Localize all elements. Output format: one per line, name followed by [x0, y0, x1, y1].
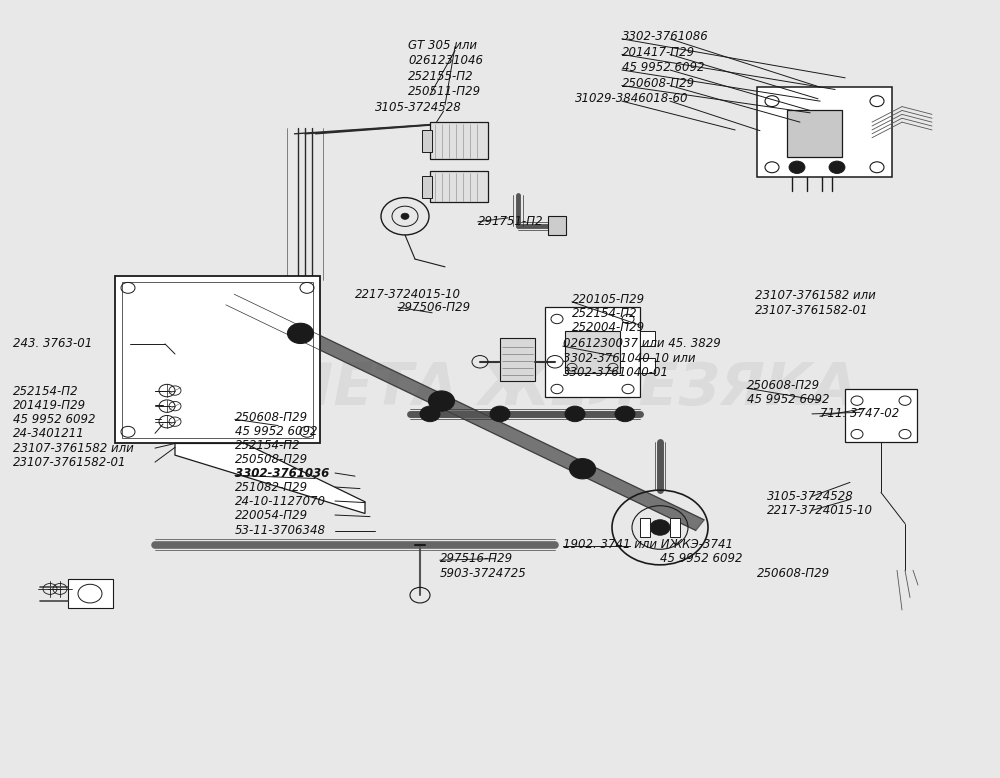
Text: 252155-П2: 252155-П2	[408, 70, 474, 82]
Bar	[548, 216, 566, 235]
Text: 5903-3724725: 5903-3724725	[440, 567, 527, 580]
Bar	[565, 331, 620, 373]
Text: 252154-П2: 252154-П2	[572, 307, 638, 320]
Circle shape	[570, 459, 596, 478]
Text: 250608-П29: 250608-П29	[757, 567, 830, 580]
Text: 23107-3761582-01: 23107-3761582-01	[13, 456, 126, 468]
Circle shape	[650, 520, 670, 535]
Bar	[430, 171, 488, 202]
Text: 45 9952 6092: 45 9952 6092	[747, 394, 830, 406]
Text: 297506-П29: 297506-П29	[398, 301, 471, 314]
Bar	[430, 122, 488, 159]
Text: 24-3401211: 24-3401211	[13, 427, 85, 440]
Text: 250508-П29: 250508-П29	[235, 453, 308, 465]
Polygon shape	[226, 294, 704, 531]
Text: 252004-П29: 252004-П29	[572, 321, 645, 334]
Text: 45 9952 6092: 45 9952 6092	[13, 413, 96, 426]
Text: 201419-П29: 201419-П29	[13, 399, 86, 412]
Text: GT 305 или: GT 305 или	[408, 39, 477, 51]
Text: 243. 3763-01: 243. 3763-01	[13, 338, 92, 350]
Text: 31029-3846018-60: 31029-3846018-60	[575, 93, 688, 105]
Text: 2217-3724015-10: 2217-3724015-10	[767, 504, 873, 517]
Text: 3302-3761036: 3302-3761036	[235, 467, 329, 479]
Text: 0261231046: 0261231046	[408, 54, 483, 67]
Circle shape	[789, 161, 805, 173]
Bar	[845, 389, 917, 442]
Bar	[500, 338, 535, 381]
Text: 250608-П29: 250608-П29	[235, 411, 308, 423]
Text: 24-10-1127070: 24-10-1127070	[235, 495, 326, 507]
Text: 252154-П2: 252154-П2	[235, 439, 301, 451]
Circle shape	[428, 391, 454, 411]
Text: 3302-3761040-10 или: 3302-3761040-10 или	[563, 352, 696, 365]
Bar	[757, 87, 892, 177]
Text: 711. 3747-02: 711. 3747-02	[820, 408, 899, 420]
Text: 291751-П2: 291751-П2	[478, 216, 544, 228]
Text: 220054-П29: 220054-П29	[235, 509, 308, 521]
Polygon shape	[175, 443, 365, 513]
Text: ПЛАНЕТА ЖЕЛЕЗЯКА: ПЛАНЕТА ЖЕЛЕЗЯКА	[142, 360, 858, 418]
Text: 250511-П29: 250511-П29	[408, 86, 481, 98]
Text: 23107-3761582 или: 23107-3761582 или	[13, 442, 134, 454]
Text: 45 9952 6092: 45 9952 6092	[235, 425, 318, 437]
Text: 23107-3761582 или: 23107-3761582 или	[755, 289, 876, 302]
Text: 1902. 3741 или ИЖКЭ-3741: 1902. 3741 или ИЖКЭ-3741	[563, 538, 733, 551]
Text: 297516-П29: 297516-П29	[440, 552, 513, 565]
Circle shape	[615, 406, 635, 422]
Text: 3105-3724528: 3105-3724528	[767, 490, 854, 503]
Text: 250608-П29: 250608-П29	[622, 77, 695, 89]
Circle shape	[401, 213, 409, 219]
Bar	[68, 579, 113, 608]
Text: 3302-3761086: 3302-3761086	[622, 30, 709, 43]
Circle shape	[288, 324, 314, 344]
Bar	[640, 331, 655, 346]
Bar	[787, 110, 842, 157]
Text: 23107-3761582-01: 23107-3761582-01	[755, 304, 868, 317]
Circle shape	[490, 406, 510, 422]
Text: 3105-3724528: 3105-3724528	[375, 101, 462, 114]
Bar	[640, 358, 655, 373]
Text: 251082-П29: 251082-П29	[235, 481, 308, 493]
Text: 250608-П29: 250608-П29	[747, 380, 820, 392]
Text: 2217-3724015-10: 2217-3724015-10	[355, 288, 461, 300]
Bar	[640, 518, 650, 537]
Circle shape	[420, 406, 440, 422]
Text: 201417-П29: 201417-П29	[622, 46, 695, 58]
Text: 3302-3761040-01: 3302-3761040-01	[563, 366, 669, 379]
Text: 220105-П29: 220105-П29	[572, 293, 645, 306]
Circle shape	[565, 406, 585, 422]
Bar	[422, 176, 432, 198]
Bar	[422, 130, 432, 152]
Bar	[670, 518, 680, 537]
Text: 252154-П2: 252154-П2	[13, 385, 79, 398]
Circle shape	[829, 161, 845, 173]
Text: 53-11-3706348: 53-11-3706348	[235, 524, 326, 537]
Text: 45 9952 6092: 45 9952 6092	[622, 61, 704, 74]
Bar	[545, 307, 640, 397]
Polygon shape	[115, 276, 320, 443]
Text: 45 9952 6092: 45 9952 6092	[660, 552, 742, 565]
Text: 0261230037 или 45. 3829: 0261230037 или 45. 3829	[563, 338, 721, 350]
